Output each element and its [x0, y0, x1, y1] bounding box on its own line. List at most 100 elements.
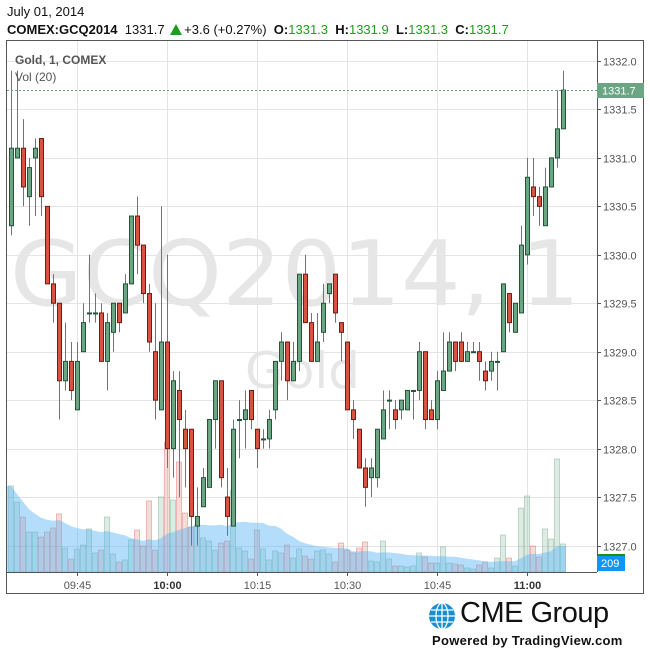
candlestick-chart[interactable]: GCQ2014, 1 Gold 1332.0 1331.5 1331.0 1330.5…	[0, 0, 650, 600]
candle-body-up	[129, 215, 134, 285]
candle	[435, 371, 440, 430]
candle-body-up	[33, 147, 38, 159]
candle-body-down	[357, 428, 362, 469]
price-tick-label: 1328.0	[603, 445, 637, 457]
candle-body-down	[135, 215, 140, 246]
candle	[459, 332, 464, 362]
last-volume-label-text: 209	[601, 558, 619, 570]
candle	[387, 390, 392, 430]
candle-body-down	[225, 496, 230, 517]
candle	[57, 302, 62, 420]
candle	[375, 428, 380, 488]
candle-body-up	[9, 147, 14, 227]
candle	[153, 303, 158, 420]
candle	[261, 429, 266, 449]
candle	[549, 157, 554, 188]
last-price-label-text: 1331.7	[602, 86, 636, 98]
candle-body-up	[321, 302, 326, 333]
candle	[441, 332, 446, 391]
time-tick-label: 09:45	[64, 580, 92, 592]
candle-body-down	[45, 205, 50, 285]
powered-by-link[interactable]: Powered by TradingView.com	[432, 633, 623, 648]
candle-body-down	[219, 380, 224, 479]
candle	[555, 90, 560, 168]
candle-body-up	[411, 389, 416, 392]
candle	[393, 400, 398, 430]
candle	[537, 186, 542, 226]
candle-body-up	[261, 438, 266, 441]
candle-body-up	[279, 341, 284, 362]
price-tick-label: 1327.5	[603, 493, 637, 505]
candle-body-up	[291, 360, 296, 382]
candle-body-down	[363, 467, 368, 488]
time-tick-label: 10:45	[424, 580, 452, 592]
candle-body-down	[249, 389, 254, 421]
candle	[189, 428, 194, 546]
candle	[489, 351, 494, 381]
candle	[543, 167, 548, 227]
candle	[273, 360, 278, 420]
candle-body-up	[381, 409, 386, 440]
low-label: L:	[395, 22, 409, 37]
candle-body-up	[75, 360, 80, 411]
candle	[129, 215, 134, 285]
candle-body-up	[81, 322, 86, 353]
candle	[303, 254, 308, 324]
candle-body-down	[69, 360, 74, 391]
volume-ma-area	[7, 485, 566, 572]
candle-body-up	[207, 419, 212, 488]
candle	[249, 389, 254, 430]
watermark-symbol: GCQ2014, 1	[10, 222, 580, 327]
candle-body-down	[255, 428, 260, 450]
footer-logo[interactable]: CME Group Powered by TradingView.com	[428, 597, 648, 650]
volume-bars	[8, 441, 566, 573]
candle-body-up	[15, 147, 20, 159]
candle	[339, 322, 344, 362]
candle	[171, 371, 176, 478]
candle	[423, 351, 428, 430]
candle	[513, 302, 518, 333]
price-axis[interactable]: 1332.0 1331.5 1331.0 1330.5 1330.0 1329.5 1329…	[597, 57, 637, 554]
candle-body-down	[153, 351, 158, 401]
candle-body-up	[267, 419, 272, 440]
high-value: 1331.9	[348, 22, 389, 37]
candle-body-up	[171, 380, 176, 450]
candle	[69, 342, 74, 401]
candle	[525, 157, 530, 265]
candle-body-up	[519, 244, 524, 314]
candle	[213, 380, 218, 449]
candle	[87, 254, 92, 323]
time-tick-label: 11:00	[514, 580, 542, 592]
candle	[75, 342, 80, 411]
candle-body-up	[201, 477, 206, 508]
candle	[429, 400, 434, 421]
candle	[291, 342, 296, 382]
candle	[105, 312, 110, 391]
watermark: GCQ2014, 1 Gold	[10, 222, 580, 400]
candle-body-down	[393, 409, 398, 421]
price-tick-label: 1331.5	[603, 105, 637, 117]
high-label: H:	[335, 22, 349, 37]
candle-body-up	[159, 341, 164, 411]
candle-body-down	[507, 293, 512, 324]
candle	[135, 196, 140, 275]
price-tick-label: 1327.0	[603, 542, 637, 554]
candle	[501, 283, 506, 353]
candle	[21, 119, 26, 207]
last-price-label: 1331.7	[597, 83, 644, 98]
candle	[381, 390, 386, 440]
candle	[159, 206, 164, 411]
time-tick-label: 10:30	[334, 580, 362, 592]
candle-body-up	[237, 419, 242, 422]
candle-body-down	[333, 273, 338, 314]
candle	[351, 400, 356, 439]
watermark-name: Gold	[245, 342, 360, 400]
candle	[357, 428, 362, 469]
time-axis[interactable]: 09:45 10:00 10:15 10:30 10:45 11:00	[64, 572, 542, 592]
candle-body-down	[459, 341, 464, 362]
candle	[51, 274, 56, 323]
candle-body-up	[231, 428, 236, 527]
quote-line: COMEX:GCQ2014 1331.7 +3.6 (+0.27%) O:133…	[7, 22, 509, 37]
candle	[231, 419, 236, 527]
candle	[465, 342, 470, 362]
